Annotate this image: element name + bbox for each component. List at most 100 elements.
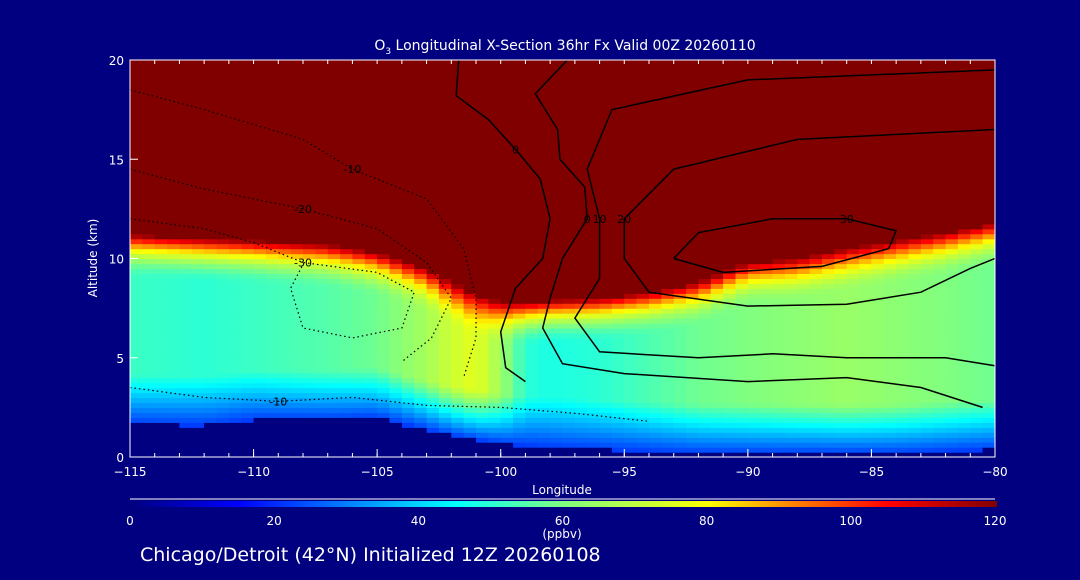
field-cell xyxy=(673,372,687,379)
field-cell xyxy=(772,278,786,284)
field-cell xyxy=(352,382,366,389)
field-cell xyxy=(290,332,304,339)
field-cell xyxy=(686,104,700,111)
field-cell xyxy=(760,387,774,394)
field-cell xyxy=(451,263,465,270)
field-cell xyxy=(191,332,205,339)
field-cell xyxy=(389,84,403,91)
field-cell xyxy=(290,437,304,443)
field-cell xyxy=(822,412,835,418)
field-cell xyxy=(253,347,267,354)
field-cell xyxy=(735,427,749,433)
field-cell xyxy=(550,332,564,339)
field-cell xyxy=(871,362,885,369)
field-cell xyxy=(290,129,304,136)
field-cell xyxy=(574,228,588,235)
field-cell xyxy=(253,159,267,165)
field-cell xyxy=(871,104,885,111)
field-cell xyxy=(797,263,811,270)
field-cell xyxy=(710,194,724,200)
field-cell xyxy=(414,422,428,428)
field-cell xyxy=(327,74,341,81)
field-cell xyxy=(265,194,279,200)
field-cell xyxy=(179,74,193,81)
field-cell xyxy=(661,377,675,384)
field-cell xyxy=(710,402,724,408)
field-cell xyxy=(476,253,489,260)
field-cell xyxy=(636,159,650,165)
field-cell xyxy=(179,149,193,155)
field-cell xyxy=(710,357,724,364)
field-cell xyxy=(859,159,873,165)
field-cell xyxy=(624,238,638,245)
field-cell xyxy=(723,298,737,304)
field-cell xyxy=(352,139,366,145)
field-cell xyxy=(340,258,354,265)
field-cell xyxy=(710,189,724,195)
field-cell xyxy=(130,263,143,270)
field-cell xyxy=(525,154,539,160)
field-cell xyxy=(340,233,354,240)
field-cell xyxy=(438,129,452,136)
field-cell xyxy=(624,129,638,136)
field-cell xyxy=(154,184,168,190)
field-cell xyxy=(846,124,860,131)
field-cell xyxy=(204,194,218,200)
field-cell xyxy=(599,427,613,433)
field-cell xyxy=(834,79,848,86)
field-cell xyxy=(265,94,279,101)
field-cell xyxy=(278,238,292,245)
field-cell xyxy=(649,203,662,210)
field-cell xyxy=(463,228,477,235)
field-cell xyxy=(290,377,304,384)
field-cell xyxy=(167,194,181,200)
field-cell xyxy=(241,432,255,438)
field-cell xyxy=(649,149,662,155)
field-cell xyxy=(438,332,452,339)
field-cell xyxy=(438,149,452,155)
field-cell xyxy=(809,223,823,230)
field-cell xyxy=(772,159,786,165)
field-cell xyxy=(340,263,354,270)
field-cell xyxy=(513,65,527,71)
field-cell xyxy=(191,89,205,96)
field-cell xyxy=(846,169,860,175)
field-cell xyxy=(191,412,205,418)
field-cell xyxy=(611,392,625,399)
field-cell xyxy=(772,283,786,289)
field-cell xyxy=(265,357,279,364)
field-cell xyxy=(784,228,798,235)
field-cell xyxy=(809,268,823,274)
field-cell xyxy=(500,174,514,180)
field-cell xyxy=(463,432,477,438)
field-cell xyxy=(364,233,378,240)
field-cell xyxy=(414,89,428,96)
field-cell xyxy=(191,179,205,185)
field-cell xyxy=(574,149,588,155)
field-cell xyxy=(784,124,798,131)
field-cell xyxy=(142,303,156,309)
field-cell xyxy=(809,228,823,235)
field-cell xyxy=(179,109,193,116)
field-cell xyxy=(451,268,465,274)
field-cell xyxy=(451,223,465,230)
field-cell xyxy=(364,248,378,255)
field-cell xyxy=(611,164,625,170)
field-cell xyxy=(500,337,514,344)
field-cell xyxy=(624,392,638,399)
field-cell xyxy=(636,144,650,150)
field-cell xyxy=(315,149,329,155)
field-cell xyxy=(414,387,428,394)
field-cell xyxy=(463,154,477,160)
field-cell xyxy=(772,233,786,240)
field-cell xyxy=(809,328,823,334)
field-cell xyxy=(661,139,675,145)
field-cell xyxy=(649,253,662,260)
field-cell xyxy=(290,179,304,185)
field-cell xyxy=(513,79,527,86)
field-cell xyxy=(611,139,625,145)
field-cell xyxy=(859,238,873,245)
field-cell xyxy=(525,69,539,76)
field-cell xyxy=(686,313,700,319)
field-cell xyxy=(204,69,218,76)
